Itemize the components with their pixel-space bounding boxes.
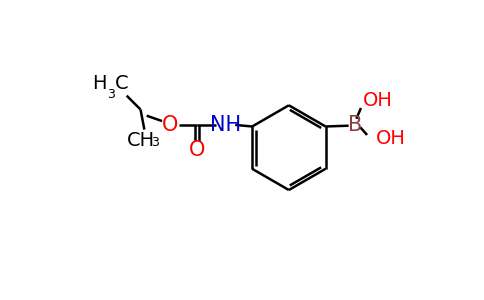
Text: 3: 3 [106,88,115,101]
Text: H: H [92,74,106,93]
Text: NH: NH [211,115,242,135]
Text: O: O [189,140,205,160]
Text: CH: CH [127,131,155,150]
Text: B: B [348,115,362,135]
Text: C: C [115,74,129,93]
Text: O: O [162,115,178,135]
Text: OH: OH [363,91,393,110]
Text: 3: 3 [151,136,159,149]
Text: OH: OH [377,129,406,148]
